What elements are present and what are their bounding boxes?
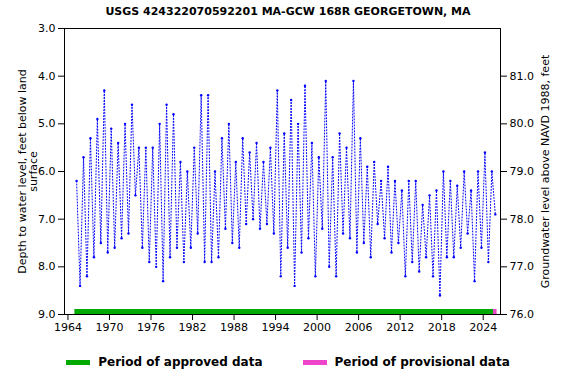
svg-text:79.0: 79.0	[510, 165, 535, 178]
svg-text:Depth to water level, feet bel: Depth to water level, feet below landsur…	[16, 69, 40, 274]
svg-text:2024: 2024	[469, 321, 497, 334]
svg-text:1964: 1964	[54, 321, 82, 334]
svg-text:1970: 1970	[95, 321, 123, 334]
svg-text:8.0: 8.0	[38, 260, 56, 273]
svg-text:2006: 2006	[345, 321, 373, 334]
html-text:Period of provisional data: Period of provisional data	[334, 355, 510, 369]
html-text:USGS 424322070592201 MA-GCW 16: USGS 424322070592201 MA-GCW 168R GEORGET…	[105, 5, 471, 18]
svg-text:2000: 2000	[303, 321, 331, 334]
html-text:Period of approved data: Period of approved data	[98, 355, 263, 369]
svg-text:76.0: 76.0	[510, 308, 535, 321]
svg-text:2012: 2012	[386, 321, 414, 334]
svg-text:81.0: 81.0	[510, 70, 535, 83]
svg-text:1976: 1976	[137, 321, 165, 334]
svg-text:9.0: 9.0	[38, 308, 56, 321]
svg-text:6.0: 6.0	[38, 165, 56, 178]
svg-text:1994: 1994	[262, 321, 290, 334]
svg-text:4.0: 4.0	[38, 70, 56, 83]
svg-text:3.0: 3.0	[38, 22, 56, 35]
svg-text:78.0: 78.0	[510, 213, 535, 226]
svg-text:80.0: 80.0	[510, 117, 535, 130]
svg-text:5.0: 5.0	[38, 117, 56, 130]
svg-text:1988: 1988	[220, 321, 248, 334]
svg-text:77.0: 77.0	[510, 260, 535, 273]
svg-text:1982: 1982	[179, 321, 207, 334]
svg-text:2018: 2018	[428, 321, 456, 334]
svg-text:Groundwater level above NAVD 1: Groundwater level above NAVD 1988, feet	[539, 54, 552, 288]
svg-text:7.0: 7.0	[38, 213, 56, 226]
